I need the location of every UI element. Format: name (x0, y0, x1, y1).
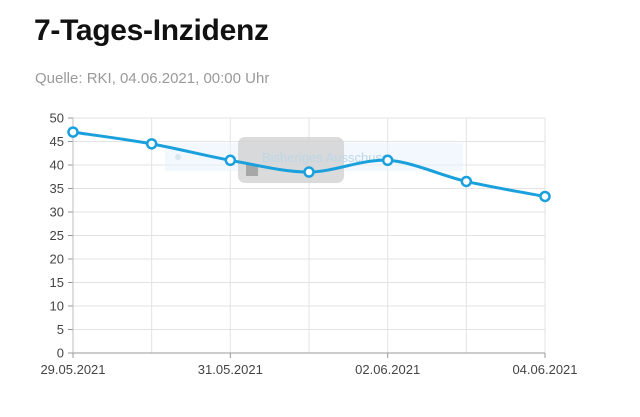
legend-overlay-text: Bisheriges Ausschuss (262, 150, 389, 165)
y-tick-label: 35 (50, 181, 64, 196)
data-point[interactable] (67, 126, 79, 138)
source-note: Quelle: RKI, 04.06.2021, 00:00 Uhr (35, 70, 270, 87)
y-tick-label: 45 (50, 134, 64, 149)
series-layer (67, 126, 551, 203)
y-tick-label: 10 (50, 299, 64, 314)
x-tick-label: 29.05.2021 (40, 362, 105, 377)
y-tick-label: 50 (50, 111, 64, 126)
x-tick-label: 02.06.2021 (355, 362, 420, 377)
y-tick-label: 0 (57, 346, 64, 361)
data-point[interactable] (539, 190, 551, 203)
data-point[interactable] (460, 175, 473, 188)
x-tick-label: 04.06.2021 (512, 362, 577, 377)
legend-overlay-swatch (246, 164, 258, 176)
y-tick-label: 40 (50, 158, 64, 173)
data-point[interactable] (381, 154, 394, 167)
x-tick-label: 31.05.2021 (198, 362, 263, 377)
data-point[interactable] (145, 138, 158, 150)
legend-overlay-dot (175, 154, 181, 160)
y-tick-label: 30 (50, 205, 64, 220)
y-tick-label: 25 (50, 228, 64, 243)
data-point[interactable] (303, 166, 315, 178)
chart-title: 7-Tages-Inzidenz (34, 14, 269, 47)
y-tick-label: 15 (50, 275, 64, 290)
legend-overlay: Bisheriges Ausschuss (165, 137, 463, 183)
y-tick-label: 20 (50, 252, 64, 267)
axes: 0 5 10 15 20 25 30 35 40 45 50 29.05.2021 31.05.2021… (40, 111, 577, 378)
y-tick-label: 5 (57, 322, 64, 337)
data-point[interactable] (224, 154, 237, 167)
